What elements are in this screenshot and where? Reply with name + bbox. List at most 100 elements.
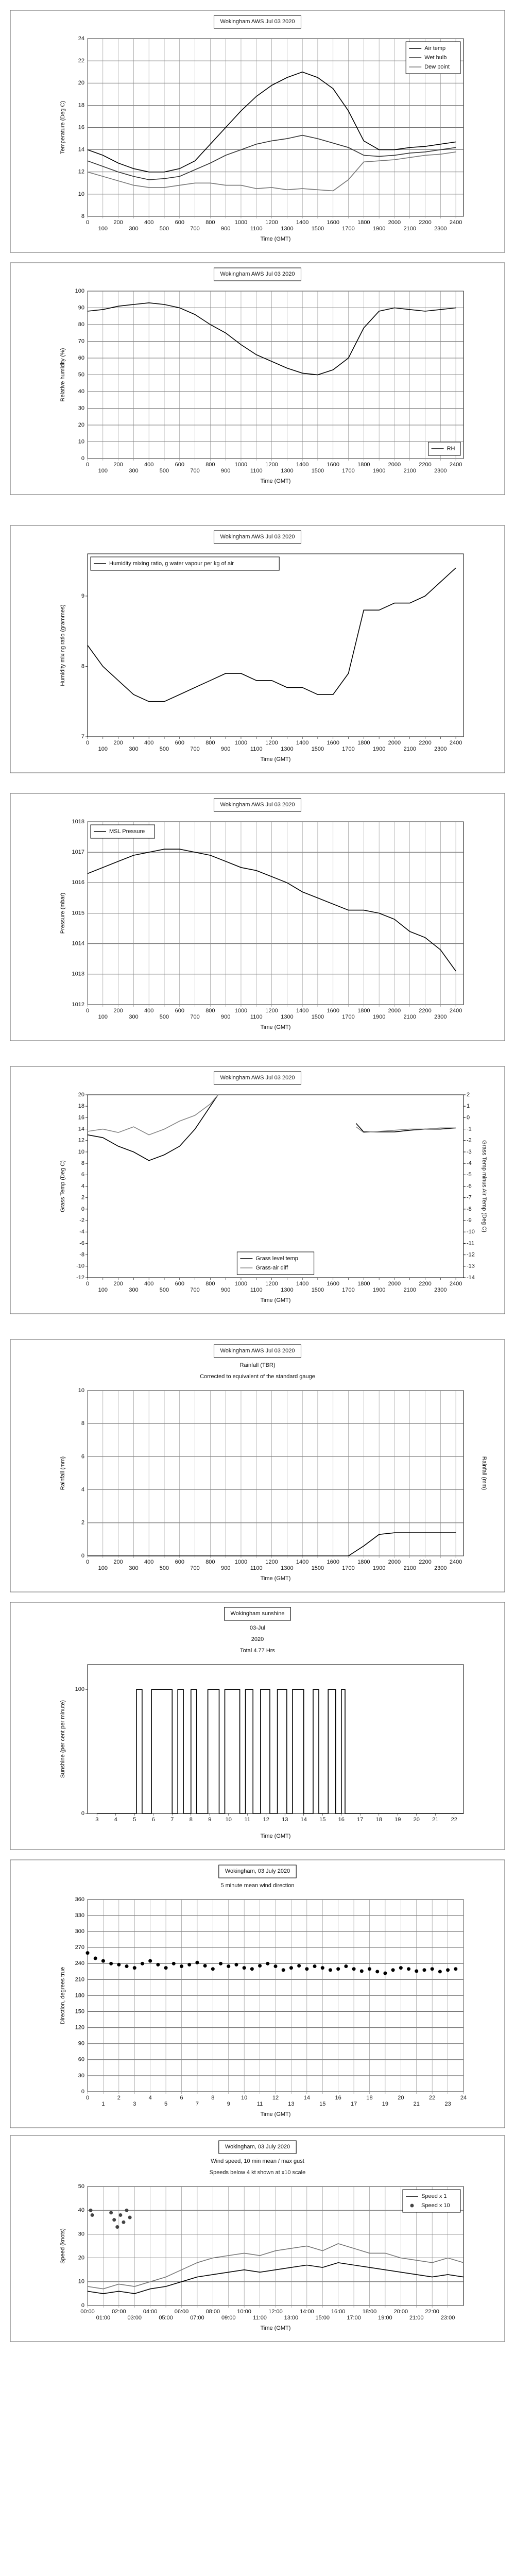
- point: [234, 1962, 238, 1967]
- point: [125, 1964, 129, 1969]
- x-tick-label: 3: [133, 2101, 136, 2107]
- y-tick-label: 8: [81, 213, 84, 219]
- y-tick-label: 22: [78, 58, 84, 64]
- point: [344, 1964, 348, 1969]
- x-tick-label: 2400: [450, 1281, 462, 1287]
- series-line: [88, 1532, 456, 1556]
- y-tick-label: 70: [78, 338, 84, 344]
- y-tick-label: 8: [81, 1160, 84, 1166]
- y2-tick-label: 0: [467, 1114, 470, 1121]
- x-tick-label: 1100: [250, 1565, 263, 1571]
- x-tick-label: 2400: [450, 1559, 462, 1565]
- y2-tick-label: -2: [467, 1138, 472, 1144]
- point: [336, 1967, 340, 1971]
- point: [368, 1967, 371, 1971]
- x-tick-label: 1400: [296, 1008, 308, 1014]
- x-axis-label: Time (GMT): [261, 756, 291, 762]
- title-box: [218, 1865, 297, 1878]
- x-tick-label: 700: [190, 1287, 199, 1293]
- x-tick-label: 0: [86, 1281, 89, 1287]
- y-tick-label: 2: [81, 1195, 84, 1201]
- x-tick-label: 200: [113, 219, 123, 226]
- x-tick-label: 15:00: [315, 2315, 330, 2321]
- y-tick-label: -6: [79, 1240, 84, 1246]
- x-tick-label: 1500: [312, 1565, 324, 1571]
- x-tick-label: 400: [144, 219, 153, 226]
- y2-tick-label: -8: [467, 1206, 472, 1212]
- chart-title: Wokingham AWS Jul 03 2020: [220, 271, 295, 277]
- x-tick-label: 07:00: [190, 2315, 204, 2321]
- title-box: [214, 1344, 301, 1358]
- x-tick-label: 700: [190, 226, 199, 232]
- x-tick-label: 22:00: [425, 2309, 439, 2315]
- x-tick-label: 1500: [312, 226, 324, 232]
- x-tick-label: 10: [241, 2095, 247, 2101]
- y2-tick-label: -10: [467, 1229, 475, 1235]
- x-tick-label: 19: [394, 1817, 401, 1823]
- y-tick-label: -8: [79, 1252, 84, 1258]
- x-tick-label: 22: [429, 2095, 435, 2101]
- y-tick-label: 0: [81, 1810, 84, 1817]
- x-tick-label: 2000: [388, 1559, 401, 1565]
- point: [258, 1963, 262, 1968]
- x-tick-label: 14:00: [300, 2309, 314, 2315]
- series-line: [97, 1689, 464, 1814]
- y-tick-label: 30: [78, 2073, 84, 2079]
- x-tick-label: 700: [190, 1014, 199, 1020]
- x-tick-label: 0: [86, 462, 89, 468]
- y-tick-label: 10: [78, 2279, 84, 2285]
- y-tick-label: 360: [75, 1896, 84, 1903]
- point: [101, 1959, 105, 1963]
- y-tick-label: 300: [75, 1928, 84, 1935]
- y-axis-label: Temperature (Deg C): [60, 101, 66, 154]
- x-tick-label: 600: [175, 1559, 184, 1565]
- x-tick-label: 1400: [296, 219, 308, 226]
- x-tick-label: 1100: [250, 746, 263, 752]
- y-tick-label: 16: [78, 124, 84, 130]
- x-tick-label: 1400: [296, 1281, 308, 1287]
- chart-title: Wokingham, 03 July 2020: [225, 2144, 290, 2150]
- y2-tick-label: 2: [467, 1092, 470, 1098]
- point: [305, 1967, 309, 1971]
- legend-label: Air temp: [424, 45, 445, 52]
- x-tick-label: 1000: [235, 1281, 247, 1287]
- x-tick-label: 1100: [250, 468, 263, 474]
- x-tick-label: 100: [98, 1565, 108, 1571]
- x-tick-label: 19:00: [378, 2315, 392, 2321]
- point: [109, 2211, 113, 2215]
- x-tick-label: 15: [319, 1817, 325, 1823]
- y-tick-label: 10: [78, 191, 84, 197]
- x-tick-label: 1800: [357, 740, 370, 746]
- x-tick-label: 08:00: [206, 2309, 220, 2315]
- x-tick-label: 23:00: [441, 2315, 455, 2321]
- x-tick-label: 1400: [296, 462, 308, 468]
- x-tick-label: 800: [205, 1281, 215, 1287]
- point: [203, 1963, 207, 1968]
- x-tick-label: 2300: [434, 1014, 447, 1020]
- x-tick-label: 01:00: [96, 2315, 111, 2321]
- x-tick-label: 2: [117, 2095, 121, 2101]
- x-axis-label: Time (GMT): [261, 236, 291, 242]
- y-tick-label: 12: [78, 1138, 84, 1144]
- point: [375, 1970, 380, 1974]
- x-tick-label: 200: [113, 1281, 123, 1287]
- panel: [10, 1859, 505, 2128]
- title-box: [214, 798, 301, 812]
- y2-tick-label: -13: [467, 1263, 475, 1269]
- title-box: [214, 1071, 301, 1085]
- x-tick-label: 500: [160, 468, 169, 474]
- point: [415, 1969, 419, 1973]
- y-tick-label: 40: [78, 388, 84, 395]
- y-axis-label: Direction, degrees true: [60, 1967, 66, 2024]
- y-tick-label: 30: [78, 405, 84, 411]
- x-tick-label: 1000: [235, 1008, 247, 1014]
- point: [422, 1968, 426, 1972]
- x-tick-label: 12: [263, 1817, 269, 1823]
- title-box: [214, 267, 301, 281]
- point: [359, 1969, 364, 1973]
- x-tick-label: 2000: [388, 462, 401, 468]
- panel: [10, 525, 505, 773]
- series-line: [87, 1094, 218, 1136]
- point: [115, 2225, 119, 2229]
- x-tick-label: 0: [86, 219, 89, 226]
